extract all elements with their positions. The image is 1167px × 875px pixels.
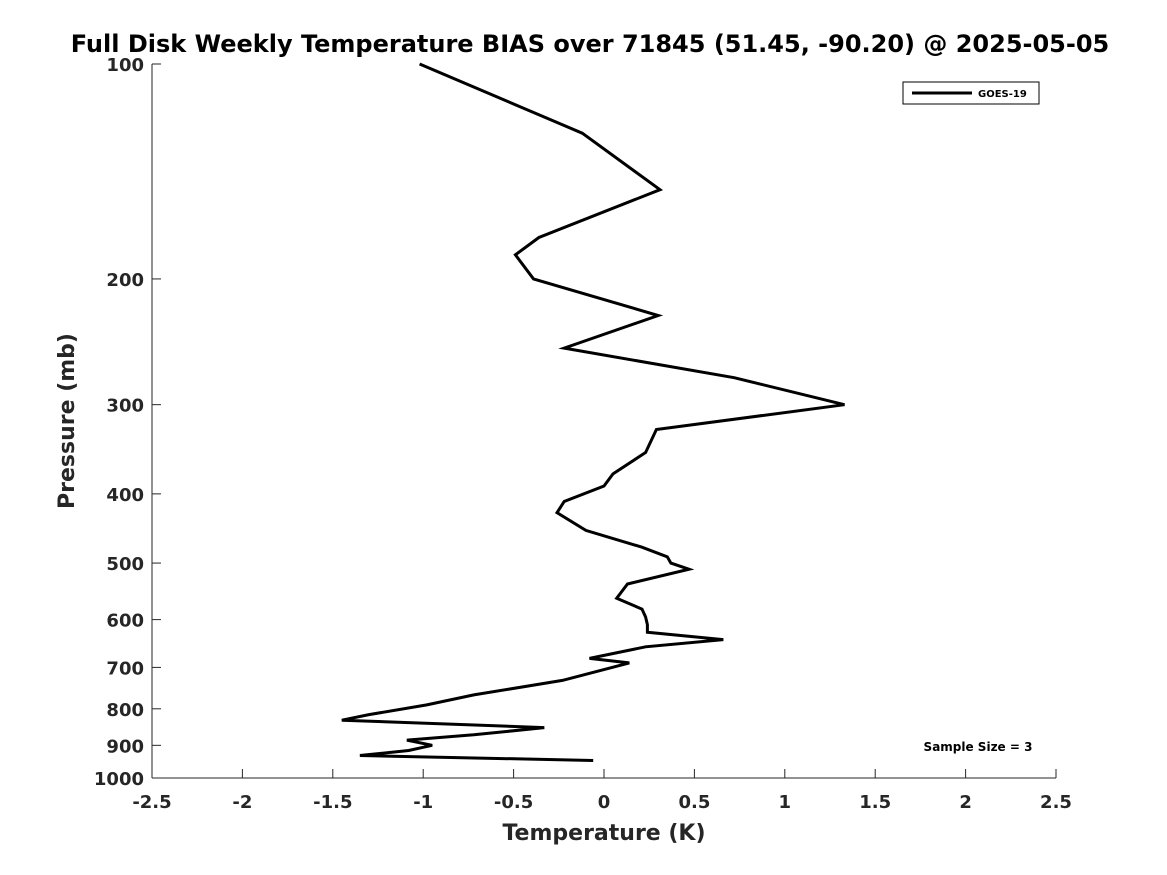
x-tick-label: -1.5 bbox=[313, 792, 352, 813]
x-tick-label: 1 bbox=[779, 792, 792, 813]
legend: GOES-19 bbox=[902, 81, 1040, 105]
y-tick-label: 500 bbox=[106, 554, 144, 575]
y-tick-label: 1000 bbox=[94, 769, 144, 790]
sample-size-annotation: Sample Size = 3 bbox=[924, 740, 1033, 754]
x-tick-label: 0 bbox=[598, 792, 611, 813]
x-tick-label: 2.5 bbox=[1040, 792, 1072, 813]
y-tick-label: 800 bbox=[106, 700, 144, 721]
y-tick-label: 600 bbox=[106, 611, 144, 632]
x-tick-label: -0.5 bbox=[494, 792, 533, 813]
y-tick-label: 200 bbox=[106, 270, 144, 291]
y-tick-label: 900 bbox=[106, 736, 144, 757]
x-tick-label: -2.5 bbox=[132, 792, 171, 813]
x-tick-label: 1.5 bbox=[859, 792, 891, 813]
x-tick-label: 2 bbox=[959, 792, 972, 813]
y-axis-label: Pressure (mb) bbox=[55, 333, 80, 509]
series-layer bbox=[341, 62, 845, 762]
y-tick-label: 300 bbox=[106, 396, 144, 417]
chart-title: Full Disk Weekly Temperature BIAS over 7… bbox=[71, 30, 1110, 58]
y-tick-label: 400 bbox=[106, 485, 144, 506]
x-tick-label: 0.5 bbox=[678, 792, 710, 813]
x-axis-label: Temperature (K) bbox=[502, 821, 705, 846]
x-tick-label: -1 bbox=[413, 792, 433, 813]
y-tick-label: 100 bbox=[106, 55, 144, 76]
x-axis: -2.5 -2 -1.5 -1 -0.5 0 0.5 1 1.5 2 2.5 bbox=[132, 769, 1072, 813]
x-tick-label: -2 bbox=[232, 792, 252, 813]
y-tick-label: 700 bbox=[106, 658, 144, 679]
y-axis: 100 200 300 400 500 600 700 800 900 1000 bbox=[94, 55, 161, 790]
series-line-goes-19 bbox=[341, 62, 845, 762]
legend-label-goes-19: GOES-19 bbox=[978, 89, 1027, 100]
